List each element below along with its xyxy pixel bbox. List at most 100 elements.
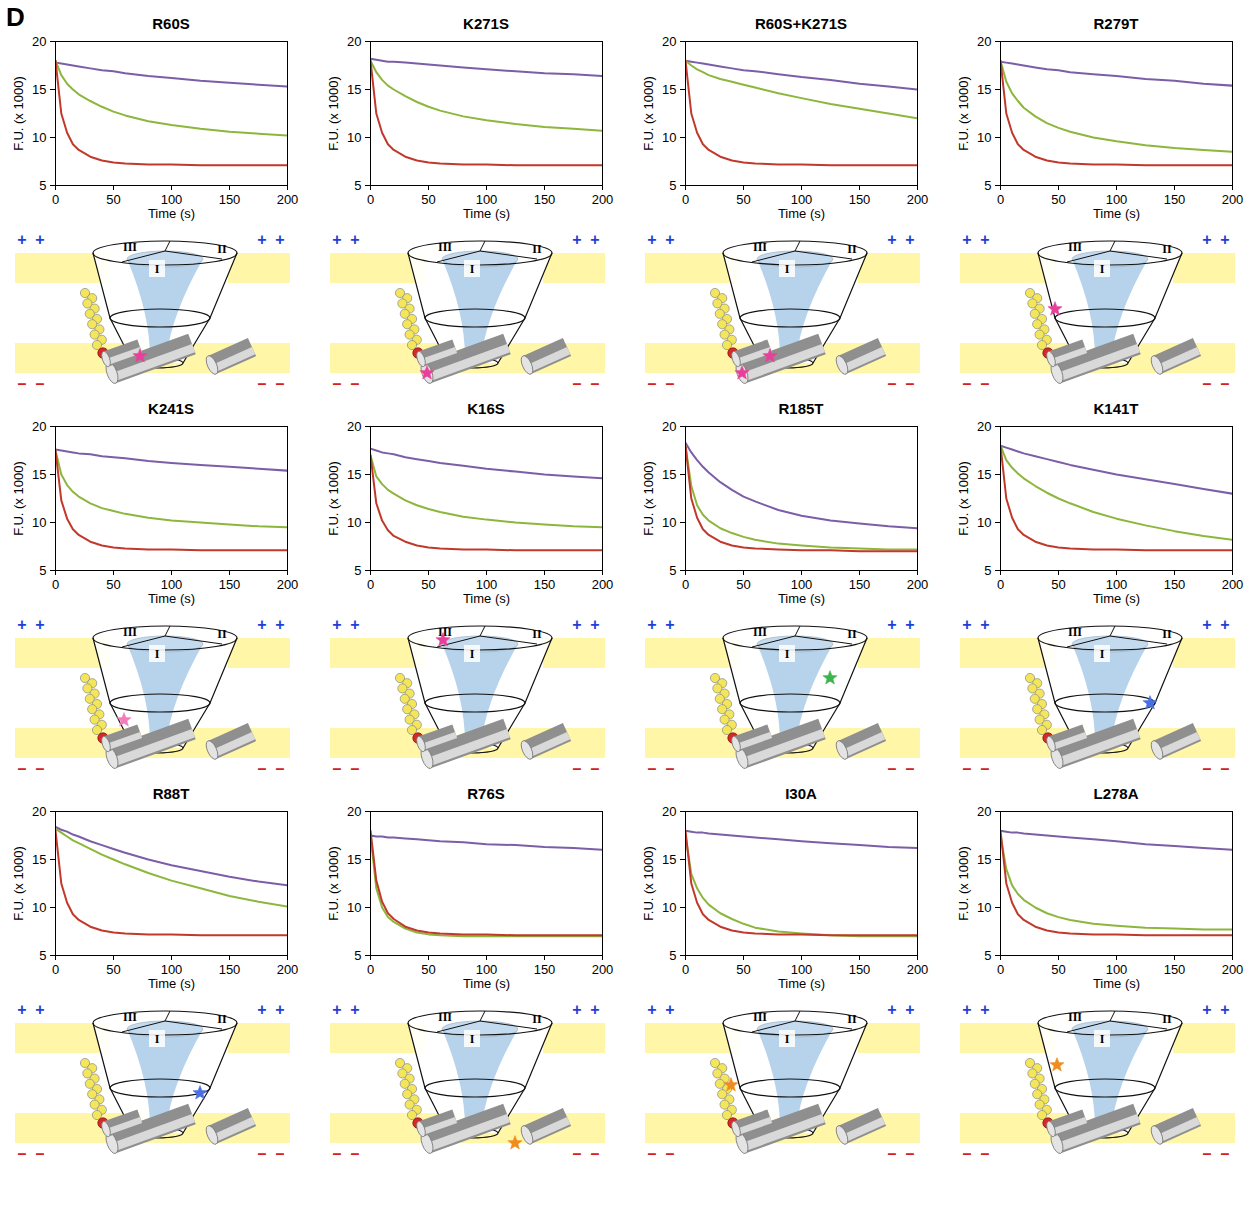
- svg-text:+: +: [572, 616, 581, 633]
- svg-text:20: 20: [32, 34, 46, 49]
- svg-text:5: 5: [984, 948, 991, 963]
- svg-text:–: –: [981, 760, 990, 777]
- svg-text:+: +: [590, 1001, 599, 1018]
- svg-text:150: 150: [219, 577, 241, 592]
- svg-text:100: 100: [1106, 192, 1128, 207]
- svg-text:–: –: [888, 1145, 897, 1162]
- svg-text:+: +: [350, 1001, 359, 1018]
- svg-text:150: 150: [219, 192, 241, 207]
- svg-text:+: +: [1220, 1001, 1229, 1018]
- svg-text:50: 50: [421, 962, 435, 977]
- svg-text:–: –: [963, 1145, 972, 1162]
- svg-text:+: +: [275, 616, 284, 633]
- svg-text:15: 15: [347, 82, 361, 97]
- svg-text:–: –: [18, 375, 27, 392]
- svg-text:–: –: [258, 760, 267, 777]
- svg-text:I: I: [155, 262, 160, 276]
- svg-text:15: 15: [662, 82, 676, 97]
- svg-text:5: 5: [39, 178, 46, 193]
- svg-text:–: –: [258, 1145, 267, 1162]
- svg-text:150: 150: [849, 962, 871, 977]
- svg-text:15: 15: [347, 852, 361, 867]
- svg-text:II: II: [217, 1012, 227, 1026]
- svg-text:150: 150: [1164, 192, 1186, 207]
- svg-text:III: III: [123, 625, 137, 639]
- svg-text:–: –: [258, 375, 267, 392]
- svg-text:+: +: [1202, 616, 1211, 633]
- svg-text:II: II: [532, 627, 542, 641]
- svg-text:200: 200: [592, 192, 614, 207]
- svg-text:50: 50: [106, 962, 120, 977]
- svg-text:50: 50: [736, 192, 750, 207]
- svg-text:–: –: [888, 760, 897, 777]
- svg-text:0: 0: [997, 192, 1004, 207]
- svg-text:0: 0: [367, 577, 374, 592]
- svg-text:200: 200: [1222, 962, 1244, 977]
- svg-text:I: I: [1100, 647, 1105, 661]
- svg-text:100: 100: [476, 577, 498, 592]
- svg-text:–: –: [276, 1145, 285, 1162]
- svg-text:15: 15: [347, 467, 361, 482]
- svg-text:+: +: [17, 231, 26, 248]
- svg-text:Time (s): Time (s): [778, 591, 825, 606]
- svg-text:–: –: [888, 375, 897, 392]
- svg-text:+: +: [962, 231, 971, 248]
- svg-text:III: III: [438, 625, 452, 639]
- svg-text:20: 20: [977, 419, 991, 434]
- svg-text:–: –: [981, 375, 990, 392]
- svg-text:+: +: [17, 1001, 26, 1018]
- svg-text:I: I: [1100, 1032, 1105, 1046]
- svg-text:20: 20: [347, 419, 361, 434]
- svg-text:15: 15: [32, 467, 46, 482]
- svg-text:–: –: [36, 760, 45, 777]
- svg-text:+: +: [887, 1001, 896, 1018]
- svg-text:–: –: [591, 760, 600, 777]
- svg-text:Time (s): Time (s): [1093, 591, 1140, 606]
- svg-text:15: 15: [662, 467, 676, 482]
- svg-text:F.U. (x 1000): F.U. (x 1000): [956, 76, 971, 150]
- svg-text:0: 0: [367, 962, 374, 977]
- svg-text:I: I: [1100, 262, 1105, 276]
- svg-text:+: +: [257, 616, 266, 633]
- svg-text:0: 0: [52, 192, 59, 207]
- svg-text:20: 20: [32, 804, 46, 819]
- svg-text:–: –: [351, 375, 360, 392]
- svg-text:+: +: [572, 1001, 581, 1018]
- svg-text:+: +: [17, 616, 26, 633]
- svg-text:100: 100: [476, 192, 498, 207]
- svg-text:50: 50: [421, 577, 435, 592]
- svg-text:10: 10: [32, 515, 46, 530]
- svg-text:0: 0: [997, 962, 1004, 977]
- svg-text:200: 200: [277, 577, 299, 592]
- svg-text:200: 200: [907, 577, 929, 592]
- svg-text:–: –: [573, 375, 582, 392]
- svg-text:50: 50: [736, 577, 750, 592]
- svg-text:100: 100: [161, 192, 183, 207]
- svg-text:III: III: [1068, 625, 1082, 639]
- svg-text:–: –: [276, 760, 285, 777]
- svg-text:–: –: [333, 760, 342, 777]
- svg-text:–: –: [1221, 375, 1230, 392]
- svg-text:I: I: [785, 262, 790, 276]
- svg-text:0: 0: [682, 962, 689, 977]
- svg-text:150: 150: [219, 962, 241, 977]
- svg-text:50: 50: [1051, 577, 1065, 592]
- svg-text:+: +: [905, 231, 914, 248]
- svg-text:10: 10: [347, 130, 361, 145]
- svg-text:0: 0: [682, 577, 689, 592]
- svg-text:+: +: [35, 1001, 44, 1018]
- svg-text:Time (s): Time (s): [778, 206, 825, 221]
- svg-text:+: +: [905, 1001, 914, 1018]
- svg-text:–: –: [1203, 375, 1212, 392]
- svg-text:+: +: [665, 231, 674, 248]
- svg-text:F.U. (x 1000): F.U. (x 1000): [641, 76, 656, 150]
- svg-text:III: III: [438, 240, 452, 254]
- svg-text:15: 15: [662, 852, 676, 867]
- svg-text:0: 0: [997, 577, 1004, 592]
- svg-text:III: III: [123, 240, 137, 254]
- svg-text:100: 100: [791, 192, 813, 207]
- svg-text:5: 5: [39, 948, 46, 963]
- svg-text:50: 50: [421, 192, 435, 207]
- svg-text:–: –: [573, 1145, 582, 1162]
- svg-text:I: I: [470, 262, 475, 276]
